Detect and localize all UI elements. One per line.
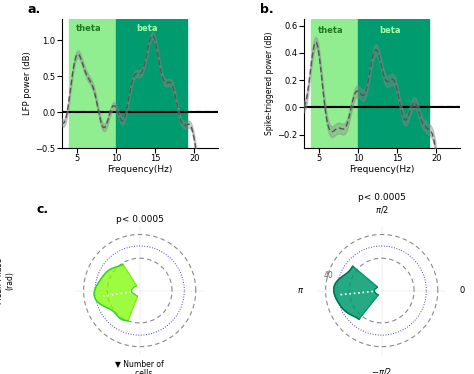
Title: p< 0.0005: p< 0.0005	[116, 215, 164, 224]
Text: beta: beta	[137, 24, 158, 33]
Text: ▼ Number of
   cells: ▼ Number of cells	[115, 359, 164, 374]
Text: b.: b.	[260, 3, 273, 16]
X-axis label: Frequency(Hz): Frequency(Hz)	[107, 165, 173, 174]
Bar	[116, 19, 187, 148]
Text: 40: 40	[323, 270, 333, 279]
Polygon shape	[334, 266, 378, 319]
Text: a.: a.	[27, 3, 40, 16]
Title: p< 0.0005: p< 0.0005	[358, 193, 406, 202]
Text: theta: theta	[318, 25, 344, 34]
Bar	[358, 19, 428, 148]
Y-axis label: Spike-triggered power (dB): Spike-triggered power (dB)	[265, 32, 274, 135]
Text: Mean Phase
(rad): Mean Phase (rad)	[0, 257, 14, 304]
Polygon shape	[94, 264, 137, 321]
Bar	[69, 19, 116, 148]
Text: theta: theta	[76, 24, 102, 33]
Y-axis label: LFP power (dB): LFP power (dB)	[24, 52, 32, 115]
Text: c.: c.	[36, 203, 48, 215]
Text: beta: beta	[379, 25, 400, 34]
Bar	[311, 19, 358, 148]
X-axis label: Frequency(Hz): Frequency(Hz)	[349, 165, 414, 174]
